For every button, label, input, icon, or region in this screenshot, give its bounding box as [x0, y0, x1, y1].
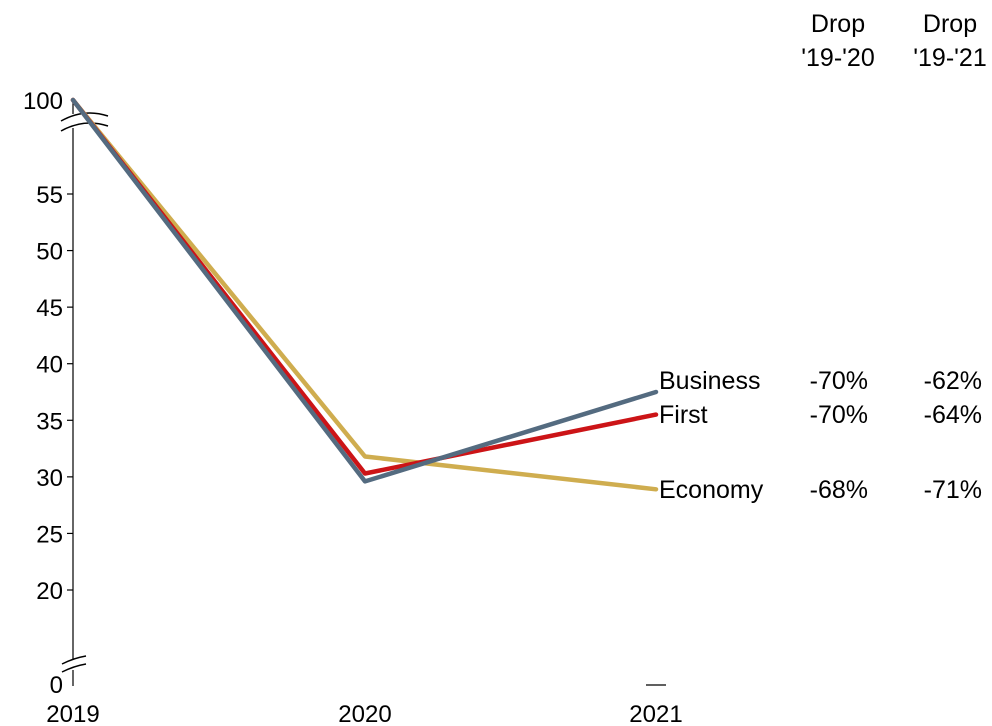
y-tick-label: 45 — [36, 295, 63, 322]
y-tick-label: 50 — [36, 239, 63, 266]
column-header-line1: Drop — [923, 10, 977, 38]
x-tick-label: 2020 — [338, 701, 391, 726]
y-tick-label: 35 — [36, 408, 63, 435]
series-label-business: Business — [659, 367, 760, 395]
x-tick-label: 2019 — [46, 701, 99, 726]
drop-19-21-value: -71% — [924, 476, 982, 504]
column-header-line2: '19-'21 — [913, 44, 987, 72]
x-axis-ticks: 2019 2020 2021 — [46, 684, 683, 726]
series-line-business — [70, 97, 659, 484]
y-axis-ticks: 0 20 25 30 35 40 45 50 55 100 — [23, 88, 73, 699]
x-tick-label: 2021 — [629, 701, 682, 726]
axes — [60, 100, 109, 686]
drop-19-21-value: -62% — [924, 367, 982, 395]
y-tick-label: 0 — [50, 672, 63, 699]
column-header-line2: '19-'20 — [801, 44, 875, 72]
y-tick-label: 55 — [36, 182, 63, 209]
axis-break-top-2 — [60, 122, 109, 132]
y-tick-label: 100 — [23, 88, 63, 115]
y-tick-label: 40 — [36, 352, 63, 379]
series-labels: Business -70% -62% First -70% -64% Economy -68%… — [659, 367, 982, 504]
drop-column-headers: Drop '19-'20 Drop '19-'21 — [801, 10, 987, 72]
series-line-economy — [70, 97, 659, 492]
axis-break-bottom-2 — [61, 663, 87, 673]
drop-19-20-value: -68% — [810, 476, 868, 504]
series-label-economy: Economy — [659, 476, 764, 504]
axis-break-bottom-1 — [61, 655, 87, 665]
y-tick-label: 30 — [36, 465, 63, 492]
column-header-line1: Drop — [811, 10, 865, 38]
drop-19-21-value: -64% — [924, 401, 982, 429]
drop-19-20-value: -70% — [810, 367, 868, 395]
drop-19-20-value: -70% — [810, 401, 868, 429]
y-tick-label: 20 — [36, 578, 63, 605]
series-lines — [70, 97, 659, 492]
series-label-first: First — [659, 401, 708, 429]
y-tick-label: 25 — [36, 521, 63, 548]
